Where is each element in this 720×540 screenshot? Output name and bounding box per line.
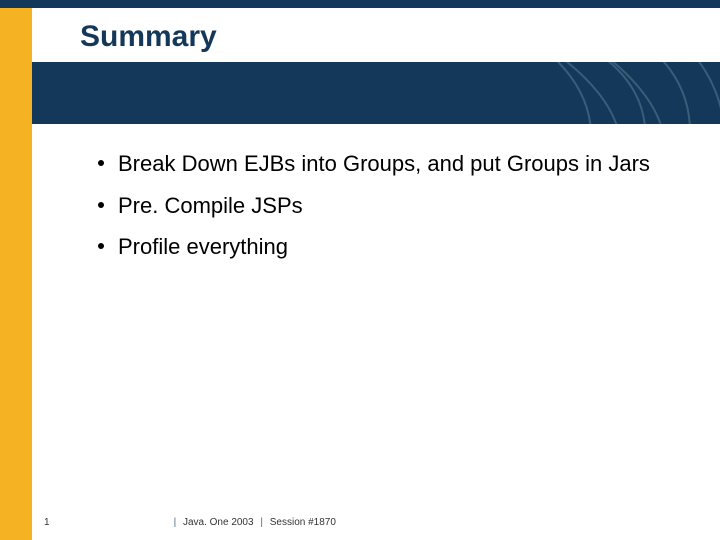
bullet-dot-icon	[98, 243, 104, 249]
decorative-swirl	[480, 62, 720, 124]
content-area: Break Down EJBs into Groups, and put Gro…	[98, 150, 700, 275]
left-accent-bar	[0, 8, 32, 540]
bullet-text: Break Down EJBs into Groups, and put Gro…	[118, 150, 650, 178]
footer-separator: |	[260, 517, 263, 528]
bullet-item: Profile everything	[98, 233, 700, 261]
bullet-item: Break Down EJBs into Groups, and put Gro…	[98, 150, 700, 178]
footer-text: | Java. One 2003 | Session #1870	[170, 517, 336, 528]
bullet-text: Pre. Compile JSPs	[118, 192, 303, 220]
title-region: Summary	[80, 20, 720, 54]
footer: 1 | Java. One 2003 | Session #1870	[44, 517, 336, 528]
slide-title: Summary	[80, 20, 720, 54]
top-header-bar	[0, 0, 720, 8]
page-number: 1	[44, 517, 50, 528]
bullet-dot-icon	[98, 202, 104, 208]
bullet-dot-icon	[98, 160, 104, 166]
footer-separator: |	[174, 517, 177, 528]
title-underline-band	[32, 62, 720, 124]
footer-event: Java. One 2003	[183, 517, 254, 528]
bullet-text: Profile everything	[118, 233, 288, 261]
footer-session: Session #1870	[270, 517, 336, 528]
bullet-item: Pre. Compile JSPs	[98, 192, 700, 220]
